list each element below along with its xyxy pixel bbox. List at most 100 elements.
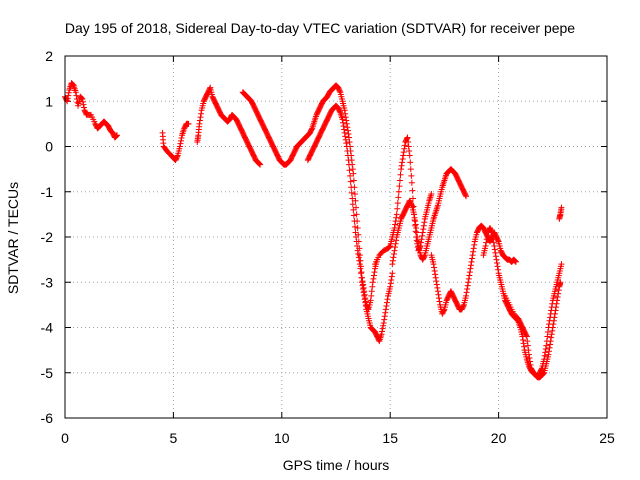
data-point: [558, 261, 565, 268]
data-point: [525, 347, 532, 354]
data-point: [389, 257, 396, 264]
data-point: [341, 129, 348, 136]
data-point: [339, 116, 346, 123]
data-points: [62, 80, 565, 381]
data-point: [524, 342, 531, 349]
data-point: [358, 269, 365, 276]
data-point: [554, 297, 561, 304]
data-point: [256, 160, 263, 167]
data-point: [340, 119, 347, 126]
data-point: [79, 95, 86, 102]
data-point: [540, 370, 547, 377]
data-point: [344, 127, 351, 134]
data-point: [308, 126, 315, 133]
data-point: [432, 274, 439, 281]
data-point: [362, 303, 369, 310]
data-point: [407, 166, 414, 173]
data-point: [369, 283, 376, 290]
data-point: [346, 134, 353, 141]
data-point: [206, 85, 213, 92]
data-point: [351, 218, 358, 225]
data-point: [396, 183, 403, 190]
data-point: [380, 319, 387, 326]
data-point: [355, 250, 362, 257]
data-point: [399, 159, 406, 166]
data-point: [493, 256, 500, 263]
data-point: [343, 140, 350, 147]
data-point: [349, 195, 356, 202]
data-point: [412, 221, 419, 228]
data-point: [79, 98, 86, 105]
data-point: [414, 238, 421, 245]
data-point: [467, 262, 474, 269]
data-point: [471, 241, 478, 248]
data-point: [387, 283, 394, 290]
data-point: [465, 275, 472, 282]
data-point: [354, 247, 361, 254]
data-point: [405, 143, 412, 150]
data-point: [383, 303, 390, 310]
data-point: [354, 224, 361, 231]
data-point: [174, 153, 181, 160]
data-point: [341, 126, 348, 133]
data-point: [370, 272, 377, 279]
data-point: [354, 243, 361, 250]
y-tick-label: 2: [45, 48, 53, 64]
data-point: [387, 280, 394, 287]
data-point: [388, 273, 395, 280]
data-point: [382, 306, 389, 313]
data-point: [550, 321, 557, 328]
data-point: [378, 331, 385, 338]
data-point: [523, 333, 530, 340]
data-point: [408, 179, 415, 186]
data-point: [412, 228, 419, 235]
data-point: [358, 274, 365, 281]
data-point: [433, 281, 440, 288]
data-point: [547, 341, 554, 348]
data-point: [512, 258, 519, 265]
data-point: [389, 270, 396, 277]
data-point: [464, 286, 471, 293]
data-point: [418, 239, 425, 246]
data-point: [353, 234, 360, 240]
data-point: [494, 263, 501, 270]
data-point: [495, 237, 502, 244]
data-point: [512, 258, 519, 265]
data-point: [343, 143, 350, 150]
data-point: [256, 161, 263, 168]
x-tick-label: 10: [274, 430, 290, 446]
data-point: [548, 334, 555, 341]
data-point: [495, 266, 502, 273]
data-point: [399, 155, 406, 162]
data-point: [463, 289, 470, 296]
data-point: [397, 171, 404, 178]
data-point: [360, 289, 367, 296]
data-point: [356, 261, 363, 268]
y-tick-label: -3: [41, 274, 54, 290]
data-point: [64, 95, 71, 102]
data-point: [491, 243, 498, 250]
data-point: [400, 152, 407, 159]
data-point: [466, 272, 473, 279]
data-point: [420, 226, 427, 233]
data-point: [408, 201, 415, 208]
x-tick-label: 5: [170, 430, 178, 446]
data-point: [434, 288, 441, 295]
data-point: [550, 317, 557, 324]
data-point: [65, 89, 72, 96]
data-point: [342, 114, 349, 121]
data-point: [177, 137, 184, 144]
data-point: [390, 254, 397, 261]
data-point: [546, 348, 553, 355]
data-point: [344, 152, 351, 159]
data-point: [382, 309, 389, 316]
data-point: [368, 288, 375, 295]
data-point: [489, 232, 496, 239]
data-point: [435, 291, 442, 298]
y-tick-label: -1: [41, 184, 54, 200]
y-axis-label: SDTVAR / TECUs: [5, 182, 21, 294]
x-axis-label: GPS time / hours: [283, 457, 390, 473]
data-point: [511, 257, 518, 264]
data-point: [185, 120, 192, 127]
data-point: [490, 236, 497, 243]
